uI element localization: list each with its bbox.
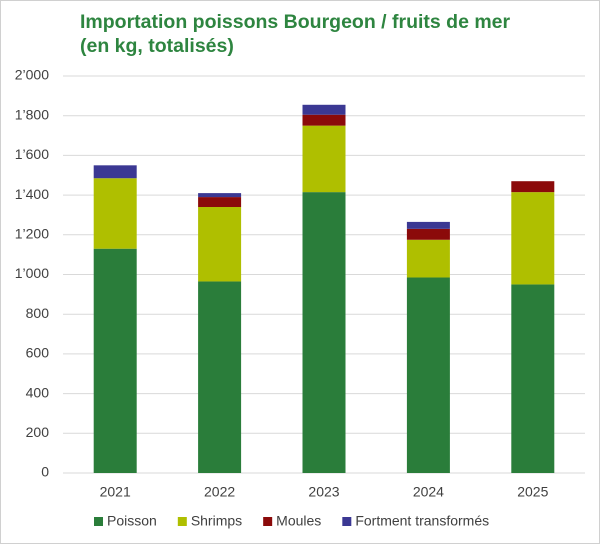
legend-swatch [94,517,103,526]
legend-label: Poisson [107,513,157,529]
legend-swatch [263,517,273,526]
bar-segment [406,277,450,473]
bar-segment [406,239,450,278]
x-tick-label: 2024 [413,484,444,500]
y-tick-label: 800 [26,305,50,321]
y-tick-label: 1’200 [15,226,49,242]
bar-segment [302,114,346,126]
y-tick-label: 1’400 [15,186,49,202]
y-tick-label: 1’600 [15,146,49,162]
legend-swatch [342,517,352,526]
x-tick-label: 2023 [308,484,339,500]
chart-title: Importation poissons Bourgeon / fruits d… [80,11,511,57]
y-tick-label: 1’000 [15,265,49,281]
bar-segment [93,248,137,473]
bar-segment [198,193,242,198]
legend-label: Fortment transformés [355,513,489,529]
x-tick-label: 2022 [204,484,235,500]
y-tick-label: 1’800 [15,106,49,122]
bar-segment [406,228,450,240]
bar-segment [302,104,346,115]
y-tick-label: 200 [26,424,50,440]
x-tick-label: 2025 [517,484,548,500]
bar-segment [198,197,242,208]
y-tick-label: 0 [41,464,49,480]
bar-segment [93,165,137,179]
bar-segment [302,125,346,193]
bar-segment [511,192,555,285]
legend-swatch [177,517,187,526]
bar-segment [406,221,450,229]
y-tick-label: 400 [26,384,50,400]
legend-label: Moules [276,513,321,529]
bar-segment [198,281,242,473]
y-tick-label: 600 [26,345,50,361]
x-tick-label: 2021 [100,484,131,500]
bar-segment [198,207,242,282]
y-tick-label: 2’000 [15,67,49,83]
bar-segment [511,181,555,193]
bar-segment [93,178,137,249]
bar-segment [302,192,346,473]
bar-segment [511,284,555,473]
legend-label: Shrimps [191,513,242,529]
